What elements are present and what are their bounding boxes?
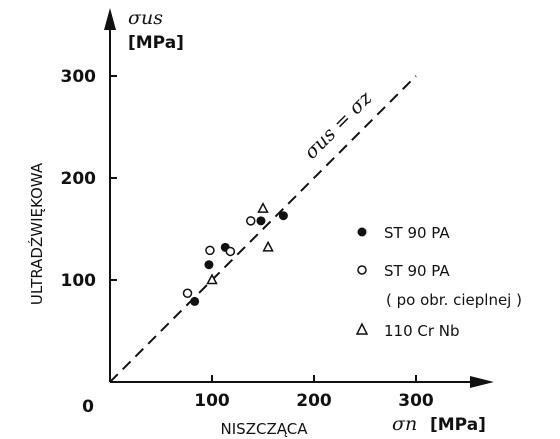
legend-marker-open-circle — [357, 265, 367, 275]
y-tick-label: 200 — [61, 169, 97, 189]
data-point-open-triangle — [206, 273, 218, 285]
x-tick-label: 100 — [194, 391, 230, 411]
x-tick-label: 200 — [296, 391, 332, 411]
reference-line-group — [109, 75, 417, 383]
origin-label: 0 — [82, 397, 94, 417]
y-axis-label: ULTRADŹWIĘKOWA — [27, 162, 46, 305]
legend-note-series-2: ( po obr. cieplnej ) — [386, 291, 522, 309]
data-point-open-triangle — [257, 201, 269, 213]
data-point-open-circle — [246, 216, 256, 226]
data-point-open-circle — [182, 288, 193, 299]
x-axis-arrow — [470, 376, 494, 388]
y-tick-label: 100 — [61, 271, 97, 291]
data-point-open-triangle — [262, 240, 274, 252]
data-point-filled-circle — [278, 211, 288, 221]
x-axis-unit: [MPa] — [430, 415, 486, 435]
tick-marks: 100 200 300 100 200 300 — [61, 67, 434, 411]
data-point-filled-circle — [190, 296, 200, 306]
data-point-filled-circle — [204, 260, 214, 270]
data-point-open-circle — [225, 246, 236, 257]
y-axis-arrow — [104, 8, 116, 30]
data-point-open-circle — [205, 245, 215, 256]
legend-marker-open-triangle — [355, 322, 369, 335]
legend-marker-filled-circle — [357, 227, 367, 237]
legend-label-series-1: ST 90 PA — [384, 224, 450, 242]
reference-line — [109, 75, 417, 383]
legend-label-series-2: ST 90 PA — [384, 262, 450, 280]
reference-line-label: σus = σz — [300, 87, 377, 164]
legend: ST 90 PA ST 90 PA ( po obr. cieplnej ) 1… — [355, 224, 522, 340]
x-tick-label: 300 — [398, 391, 434, 411]
data-point-filled-circle — [256, 216, 266, 226]
y-tick-label: 300 — [61, 67, 97, 87]
data-points — [182, 201, 288, 306]
legend-label-series-3: 110 Cr Nb — [384, 322, 460, 340]
x-axis-label: NISZCZĄCA — [221, 420, 309, 438]
y-axis-symbol: σus — [128, 7, 163, 29]
y-axis-unit: [MPa] — [128, 33, 184, 53]
x-axis-symbol: σn — [392, 413, 417, 435]
axes — [104, 8, 494, 388]
